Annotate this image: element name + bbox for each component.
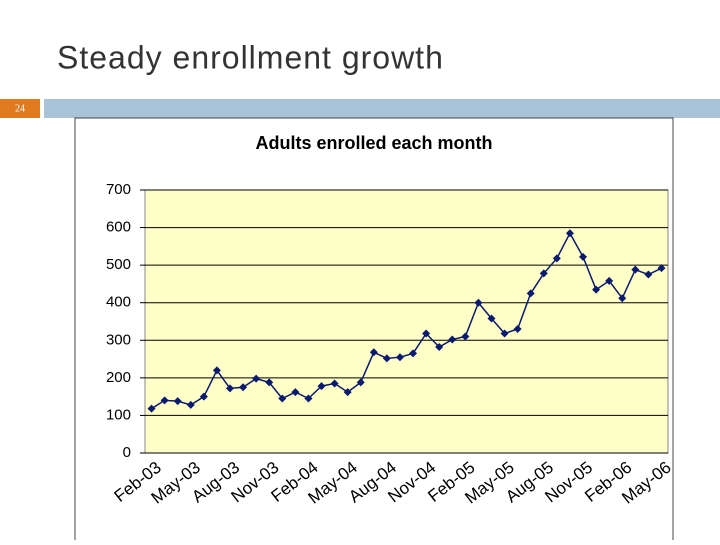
- data-marker: [592, 285, 601, 294]
- data-marker: [422, 329, 431, 338]
- data-marker: [474, 298, 483, 307]
- y-tick-label: 0: [123, 444, 131, 461]
- data-marker: [265, 378, 274, 387]
- data-marker: [304, 394, 313, 403]
- data-marker: [239, 383, 248, 392]
- data-marker: [526, 289, 535, 298]
- data-marker: [160, 396, 169, 405]
- data-marker: [631, 265, 640, 274]
- data-marker: [409, 349, 418, 358]
- number-box: [0, 99, 40, 118]
- data-marker: [186, 400, 195, 409]
- slide-title: Steady enrollment growth: [57, 39, 444, 75]
- data-marker: [382, 354, 391, 363]
- y-tick-label: 600: [106, 219, 131, 236]
- data-marker: [395, 353, 404, 362]
- plot-area: [144, 189, 669, 454]
- data-marker: [579, 252, 588, 261]
- data-marker: [500, 329, 509, 338]
- data-marker: [173, 397, 182, 406]
- y-tick-label: 100: [106, 406, 131, 423]
- data-marker: [199, 392, 208, 401]
- data-marker: [369, 348, 378, 357]
- data-marker: [657, 264, 666, 273]
- y-tick-label: 700: [106, 181, 131, 198]
- data-marker: [487, 314, 496, 323]
- data-marker: [330, 379, 339, 388]
- header-bar: [44, 99, 720, 118]
- data-marker: [435, 343, 444, 352]
- data-marker: [552, 254, 561, 263]
- data-marker: [618, 294, 627, 303]
- data-marker: [461, 332, 470, 341]
- chart-title: Adults enrolled each month: [255, 133, 492, 153]
- data-line: [151, 231, 662, 410]
- y-tick-label: 200: [106, 369, 131, 386]
- data-marker: [356, 378, 365, 387]
- data-marker: [565, 229, 574, 238]
- data-marker: [225, 384, 234, 393]
- y-tick-label: 400: [106, 294, 131, 311]
- data-marker: [343, 388, 352, 397]
- data-marker: [147, 404, 156, 413]
- data-marker: [317, 382, 326, 391]
- data-marker: [539, 269, 548, 278]
- y-tick-label: 500: [106, 256, 131, 273]
- data-marker: [212, 366, 221, 375]
- data-marker: [252, 374, 261, 383]
- data-marker: [605, 276, 614, 285]
- data-marker: [513, 325, 522, 334]
- data-marker: [644, 270, 653, 279]
- data-marker: [291, 388, 300, 397]
- y-tick-label: 300: [106, 331, 131, 348]
- data-marker: [448, 335, 457, 344]
- data-marker: [278, 394, 287, 403]
- slide-number: 24: [15, 103, 25, 114]
